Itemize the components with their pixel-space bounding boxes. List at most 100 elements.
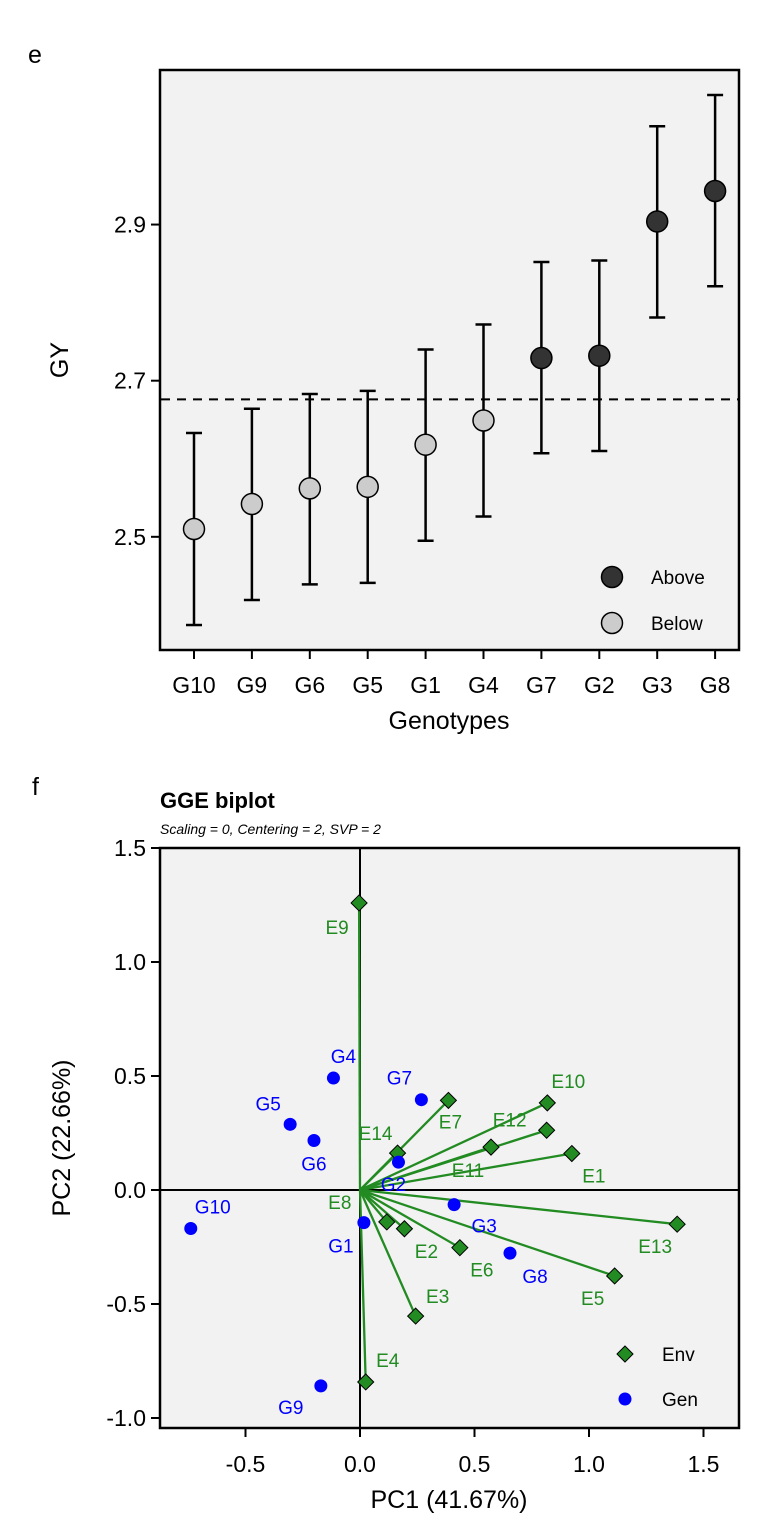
panel-label-f: f — [32, 773, 39, 801]
data-point-G8 — [703, 179, 727, 203]
gen-point-G2 — [391, 1155, 405, 1169]
data-point-G4 — [472, 409, 495, 432]
y-tick-label: 2.9 — [114, 212, 146, 238]
gen-label-G6: G6 — [301, 1155, 326, 1176]
legend-label-below: Below — [651, 614, 703, 635]
legend-marker-below — [600, 611, 624, 635]
biplot-subtitle: Scaling = 0, Centering = 2, SVP = 2 — [160, 821, 381, 837]
env-label-E9: E9 — [325, 918, 348, 939]
gen-label-G9: G9 — [278, 1398, 303, 1419]
data-point-G9 — [240, 492, 264, 516]
data-point-G10 — [182, 517, 206, 541]
data-point-G7 — [530, 346, 553, 370]
panel-label-e: e — [28, 41, 42, 69]
env-vector-E2 — [359, 1189, 406, 1230]
env-vector-E10 — [359, 1101, 548, 1192]
env-label-E11: E11 — [452, 1161, 484, 1182]
env-vector-E8 — [359, 1189, 388, 1223]
x-tick-label: G3 — [642, 672, 673, 698]
env-point-E6 — [451, 1238, 469, 1257]
gen-point-G7 — [414, 1093, 428, 1107]
x-tick-label: G9 — [237, 672, 268, 698]
panel-f-y-axis-title: PC2 (22.66%) — [48, 1059, 76, 1216]
env-point-E11 — [482, 1138, 500, 1156]
legend-marker-env — [616, 1345, 634, 1363]
gen-point-G8 — [503, 1246, 517, 1260]
env-vector-E12 — [359, 1129, 547, 1192]
y-tick-label: 2.5 — [114, 524, 146, 550]
env-label-E7: E7 — [439, 1112, 462, 1133]
env-label-E2: E2 — [415, 1242, 438, 1263]
env-point-E12 — [537, 1121, 556, 1139]
x-tick-label: 1.5 — [688, 1451, 720, 1477]
x-tick-label: 0.5 — [459, 1451, 491, 1477]
gen-label-G8: G8 — [522, 1267, 547, 1288]
env-vector-E5 — [359, 1188, 616, 1278]
env-point-E3 — [406, 1307, 425, 1325]
env-label-E1: E1 — [582, 1167, 605, 1188]
gen-point-G4 — [326, 1071, 340, 1085]
env-point-E8 — [378, 1213, 396, 1231]
gen-point-G10 — [184, 1222, 198, 1236]
env-label-E12: E12 — [493, 1110, 527, 1131]
x-tick-label: -0.5 — [226, 1451, 266, 1477]
data-point-G3 — [645, 210, 669, 233]
legend-label-above: Above — [651, 568, 705, 589]
y-tick-label: 0.0 — [114, 1177, 146, 1203]
gen-point-G9 — [314, 1379, 328, 1393]
gen-label-G2: G2 — [381, 1175, 406, 1196]
x-tick-label: 0.0 — [344, 1451, 376, 1477]
legend-label-gen: Gen — [662, 1390, 698, 1411]
x-tick-label: G2 — [584, 672, 615, 698]
env-point-E9 — [350, 894, 368, 912]
env-vector-E6 — [359, 1189, 461, 1249]
env-point-E7 — [439, 1091, 458, 1110]
data-point-G1 — [414, 433, 437, 456]
env-vector-E9 — [357, 902, 362, 1191]
panel-f-x-axis-title: PC1 (41.67%) — [370, 1486, 527, 1514]
panel-e-x-axis-title: Genotypes — [389, 707, 510, 735]
gen-point-G5 — [283, 1117, 297, 1131]
y-tick-label: 1.5 — [114, 835, 146, 861]
env-label-E10: E10 — [551, 1072, 585, 1093]
env-point-E10 — [538, 1094, 557, 1112]
gen-label-G7: G7 — [387, 1069, 412, 1090]
gen-label-G5: G5 — [255, 1094, 280, 1115]
env-label-E3: E3 — [426, 1287, 449, 1308]
y-tick-label: 2.7 — [114, 368, 146, 394]
gen-point-G6 — [307, 1134, 321, 1148]
x-tick-label: G1 — [410, 672, 441, 698]
gen-label-G1: G1 — [328, 1237, 353, 1258]
env-label-E14: E14 — [359, 1124, 393, 1145]
env-point-E4 — [357, 1373, 375, 1391]
x-tick-label: G5 — [352, 672, 383, 698]
env-label-E5: E5 — [581, 1289, 604, 1310]
x-tick-label: G8 — [700, 672, 731, 698]
legend-marker-above — [600, 565, 624, 589]
panel-f-plot-area — [158, 846, 741, 1430]
x-tick-label: G6 — [294, 672, 325, 698]
env-label-E6: E6 — [470, 1261, 493, 1282]
x-tick-label: G10 — [172, 672, 215, 698]
legend-label-env: Env — [662, 1345, 695, 1366]
env-label-E8: E8 — [328, 1193, 351, 1214]
gen-label-G4: G4 — [331, 1047, 357, 1068]
y-tick-label: 1.0 — [114, 949, 146, 975]
env-label-E13: E13 — [638, 1237, 672, 1258]
y-tick-label: -0.5 — [106, 1291, 146, 1317]
y-tick-label: 0.5 — [114, 1063, 146, 1089]
data-point-G6 — [298, 477, 322, 500]
data-point-G5 — [356, 475, 379, 499]
env-point-E13 — [668, 1215, 686, 1233]
x-tick-label: G4 — [468, 672, 499, 698]
x-tick-label: G7 — [526, 672, 557, 698]
env-label-E4: E4 — [376, 1351, 400, 1372]
env-vector-E3 — [358, 1189, 417, 1317]
gen-label-G10: G10 — [195, 1198, 231, 1219]
env-vector-E13 — [359, 1188, 678, 1226]
biplot-title: GGE biplot — [160, 788, 276, 813]
gen-label-G3: G3 — [471, 1217, 496, 1238]
panel-e-y-axis-title: GY — [46, 342, 74, 378]
legend-marker-gen — [618, 1392, 632, 1406]
